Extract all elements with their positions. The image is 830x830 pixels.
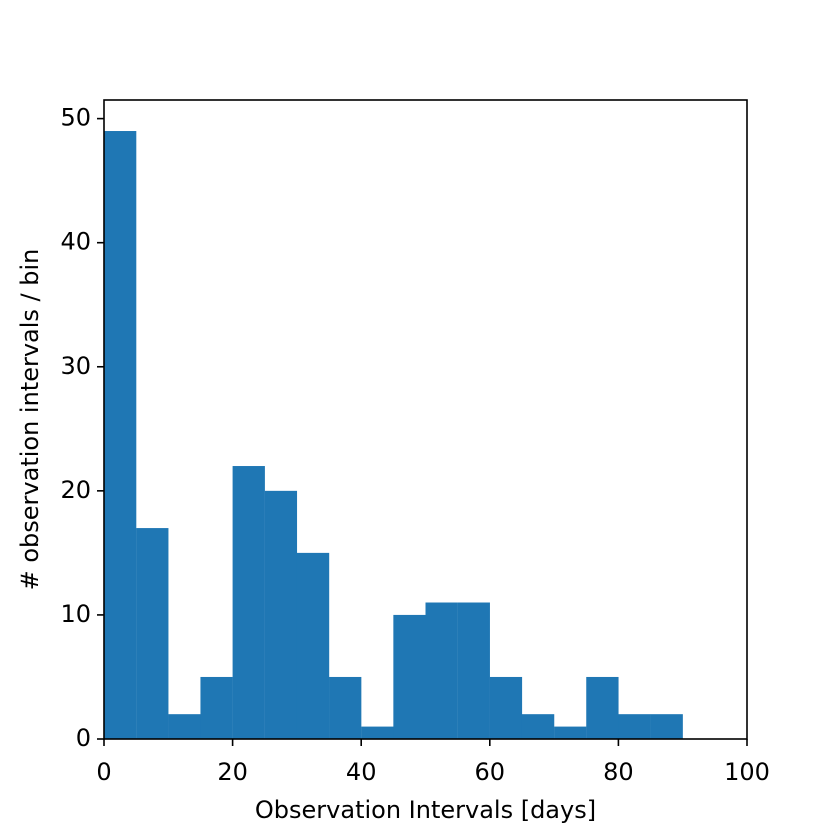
x-tick-label-1: 20 [217, 758, 248, 786]
histogram-bar-1 [136, 528, 169, 739]
y-axis-label: # observation intervals / bin [16, 249, 44, 591]
histogram-bar-4 [232, 466, 265, 739]
y-tick-label-2: 20 [60, 476, 91, 504]
x-axis-ticks: 0 20 40 60 80 100 [96, 739, 770, 786]
x-tick-label-0: 0 [96, 758, 111, 786]
histogram-bar-16 [618, 714, 651, 739]
y-tick-label-4: 40 [60, 228, 91, 256]
histogram-bar-11 [457, 602, 490, 739]
histogram-bar-7 [329, 676, 362, 739]
plot-frame [103, 99, 748, 740]
histogram-bar-2 [168, 714, 201, 739]
histogram-bar-10 [425, 602, 458, 739]
x-tick-label-2: 40 [346, 758, 377, 786]
histogram-bar-8 [361, 726, 394, 739]
y-axis-ticks: 0 10 20 30 40 50 [60, 104, 104, 752]
histogram-bar-5 [264, 490, 298, 739]
histogram-bar-3 [200, 676, 233, 739]
histogram-bar-6 [296, 552, 330, 739]
histogram-bar-9 [393, 614, 426, 739]
histogram-bar-15 [586, 676, 619, 739]
x-tick-label-3: 60 [475, 758, 506, 786]
histogram-bar-12 [489, 676, 523, 739]
histogram-bar-17 [650, 714, 683, 739]
x-tick-label-4: 80 [603, 758, 634, 786]
histogram-bar-14 [554, 726, 587, 739]
histogram-bar-0 [104, 131, 137, 739]
histogram-bars [104, 131, 683, 739]
x-tick-label-5: 100 [724, 758, 770, 786]
y-tick-label-0: 0 [76, 724, 91, 752]
histogram-bar-13 [521, 714, 555, 739]
x-axis-label: Observation Intervals [days] [255, 796, 596, 824]
y-tick-label-1: 10 [60, 600, 91, 628]
y-tick-label-3: 30 [60, 352, 91, 380]
y-tick-label-5: 50 [60, 104, 91, 132]
